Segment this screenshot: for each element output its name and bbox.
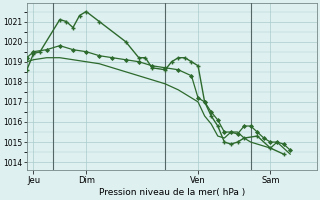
X-axis label: Pression niveau de la mer( hPa ): Pression niveau de la mer( hPa ) [99,188,245,197]
